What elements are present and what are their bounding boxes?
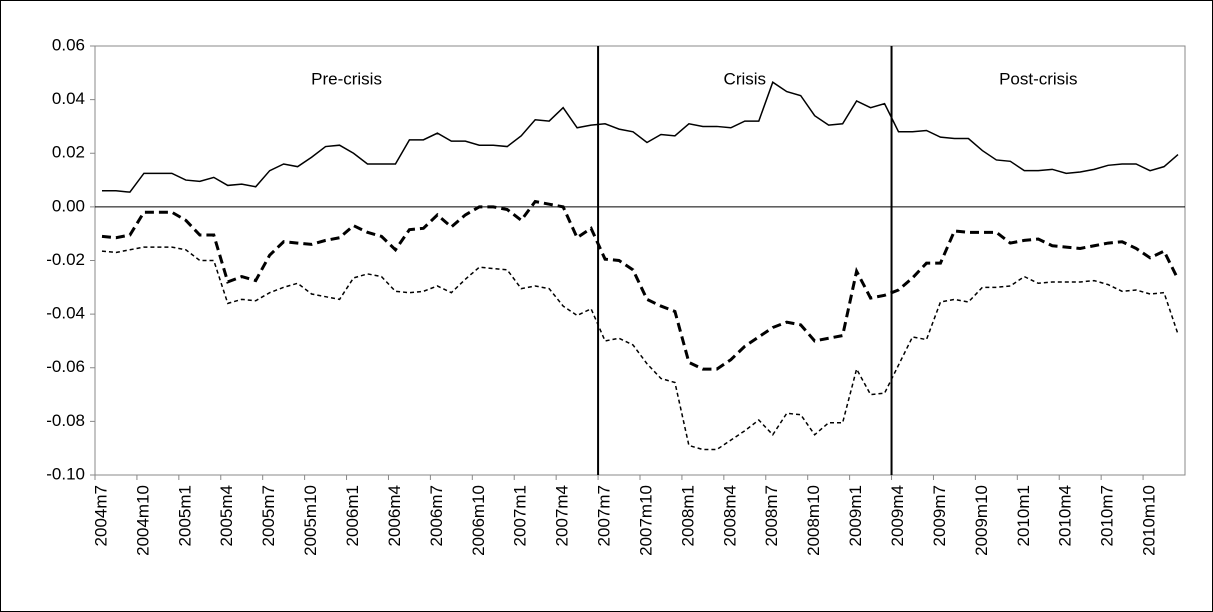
x-tick-label: 2008m1: [678, 485, 697, 546]
x-tick-label: 2006m10: [469, 485, 488, 556]
y-tick-label: -0.08: [46, 411, 85, 430]
x-tick-label: 2007m1: [511, 485, 530, 546]
x-tick-label: 2008m10: [804, 485, 823, 556]
x-tick-label: 2010m10: [1140, 485, 1159, 556]
y-tick-label: 0.04: [52, 89, 85, 108]
x-tick-label: 2005m1: [175, 485, 194, 546]
x-tick-label: 2006m7: [427, 485, 446, 546]
y-tick-label: 0.02: [52, 143, 85, 162]
series-line: [101, 199, 1180, 371]
x-tick-label: 2007m7: [595, 485, 614, 546]
x-tick-label: 2004m10: [133, 485, 152, 556]
y-tick-label: -0.10: [46, 464, 85, 483]
y-tick-label: -0.04: [46, 304, 85, 323]
x-tick-label: 2005m7: [259, 485, 278, 546]
x-tick-label: 2006m1: [343, 485, 362, 546]
x-tick-label: 2010m1: [1014, 485, 1033, 546]
series-line: [101, 81, 1179, 193]
y-tick-label: -0.06: [46, 357, 85, 376]
y-tick-label: -0.02: [46, 250, 85, 269]
x-tick-label: 2005m10: [301, 485, 320, 556]
x-tick-label: 2005m4: [217, 485, 236, 546]
x-tick-label: 2010m4: [1056, 485, 1075, 546]
x-tick-label: 2009m4: [888, 485, 907, 546]
x-tick-label: 2010m7: [1098, 485, 1117, 546]
y-tick-label: 0.00: [52, 196, 85, 215]
period-label: Pre-crisis: [311, 69, 382, 88]
period-label: Crisis: [724, 69, 767, 88]
period-label: Post-crisis: [999, 69, 1077, 88]
x-tick-label: 2009m7: [930, 485, 949, 546]
y-tick-label: 0.06: [52, 35, 85, 54]
x-tick-label: 2008m7: [762, 485, 781, 546]
x-tick-label: 2009m10: [972, 485, 991, 556]
x-tick-label: 2008m4: [720, 485, 739, 546]
x-tick-label: 2009m1: [846, 485, 865, 546]
x-tick-label: 2006m4: [385, 485, 404, 546]
x-tick-label: 2007m4: [553, 485, 572, 546]
x-tick-label: 2004m7: [91, 485, 110, 546]
x-tick-label: 2007m10: [636, 485, 655, 556]
series-line: [101, 246, 1179, 451]
